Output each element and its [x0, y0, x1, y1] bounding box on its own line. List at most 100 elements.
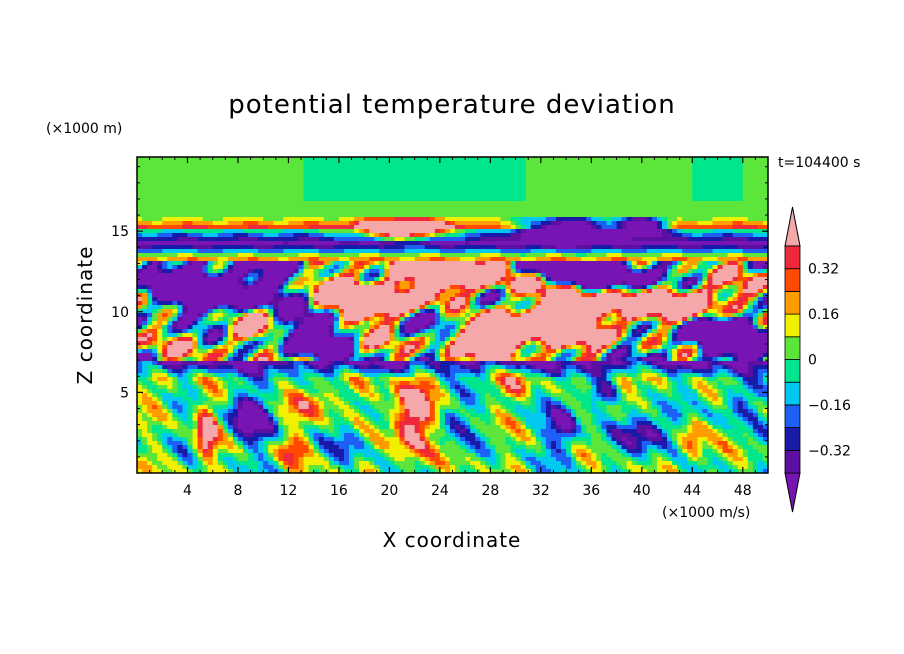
- field-cell: [661, 245, 668, 250]
- field-cell: [490, 261, 497, 266]
- field-cell: [641, 285, 648, 290]
- field-cell: [596, 205, 603, 210]
- field-cell: [616, 157, 623, 162]
- field-cell: [359, 305, 365, 310]
- field-cell: [288, 205, 295, 210]
- field-cell: [636, 241, 643, 246]
- field-cell: [172, 301, 178, 306]
- field-cell: [258, 301, 264, 306]
- field-cell: [243, 173, 249, 178]
- field-cell: [651, 193, 658, 198]
- field-cell: [268, 301, 274, 306]
- field-cell: [631, 209, 638, 214]
- field-cell: [672, 229, 678, 234]
- field-cell: [414, 305, 421, 310]
- field-cell: [752, 297, 759, 302]
- field-cell: [505, 297, 512, 302]
- field-cell: [293, 177, 300, 182]
- field-cell: [566, 205, 572, 210]
- field-cell: [268, 177, 274, 182]
- field-cell: [505, 285, 512, 290]
- field-cell: [591, 185, 597, 190]
- field-cell: [409, 309, 416, 314]
- field-cell: [404, 169, 411, 174]
- field-cell: [389, 265, 396, 270]
- field-cell: [202, 225, 209, 230]
- field-cell: [379, 285, 385, 290]
- field-cell: [192, 229, 199, 234]
- field-cell: [586, 173, 592, 178]
- field-cell: [757, 257, 764, 262]
- field-cell: [697, 261, 703, 266]
- field-cell: [359, 281, 365, 286]
- field-cell: [318, 177, 325, 182]
- field-cell: [419, 285, 426, 290]
- field-cell: [576, 213, 582, 218]
- field-cell: [752, 177, 759, 182]
- field-cell: [702, 241, 709, 246]
- field-cell: [576, 217, 582, 222]
- field-cell: [561, 237, 567, 242]
- field-cell: [338, 161, 345, 166]
- field-cell: [263, 157, 269, 162]
- field-cell: [258, 261, 264, 266]
- field-cell: [167, 217, 173, 222]
- field-cell: [308, 173, 315, 178]
- field-cell: [702, 313, 709, 318]
- field-cell: [374, 169, 380, 174]
- field-cell: [692, 233, 698, 238]
- field-cell: [212, 161, 219, 166]
- field-cell: [207, 161, 214, 166]
- field-cell: [318, 189, 325, 194]
- field-cell: [187, 293, 194, 298]
- field-cell: [142, 205, 148, 210]
- field-cell: [359, 173, 365, 178]
- field-cell: [243, 185, 249, 190]
- field-cell: [722, 281, 729, 286]
- field-cell: [323, 253, 330, 258]
- field-cell: [550, 265, 557, 270]
- field-cell: [677, 229, 683, 234]
- field-cell: [298, 237, 305, 242]
- field-cell: [475, 265, 481, 270]
- field-cell: [707, 261, 714, 266]
- field-cell: [621, 265, 628, 270]
- field-cell: [333, 261, 340, 266]
- field-cell: [172, 237, 178, 242]
- field-cell: [333, 277, 340, 282]
- field-cell: [581, 269, 587, 274]
- field-cell: [545, 225, 552, 230]
- field-cell: [677, 281, 683, 286]
- field-cell: [667, 273, 673, 278]
- field-cell: [687, 213, 693, 218]
- field-cell: [232, 169, 239, 174]
- field-cell: [636, 193, 643, 198]
- field-cell: [399, 309, 406, 314]
- field-cell: [278, 237, 284, 242]
- field-cell: [550, 225, 557, 230]
- field-cell: [253, 249, 259, 254]
- field-cell: [414, 201, 421, 206]
- field-cell: [656, 245, 663, 250]
- field-cell: [586, 185, 592, 190]
- field-cell: [293, 185, 300, 190]
- field-cell: [328, 285, 335, 290]
- field-cell: [540, 305, 547, 310]
- field-cell: [389, 245, 396, 250]
- field-cell: [409, 285, 416, 290]
- field-cell: [444, 269, 451, 274]
- field-cell: [263, 185, 269, 190]
- field-cell: [495, 173, 502, 178]
- field-cell: [596, 297, 603, 302]
- field-cell: [222, 261, 229, 266]
- field-cell: [253, 157, 259, 162]
- field-cell: [293, 245, 300, 250]
- field-cell: [354, 213, 360, 218]
- field-cell: [409, 241, 416, 246]
- field-cell: [692, 177, 698, 182]
- field-cell: [182, 165, 189, 170]
- field-cell: [424, 245, 431, 250]
- field-cell: [550, 261, 557, 266]
- field-cell: [399, 237, 406, 242]
- field-cell: [192, 253, 199, 258]
